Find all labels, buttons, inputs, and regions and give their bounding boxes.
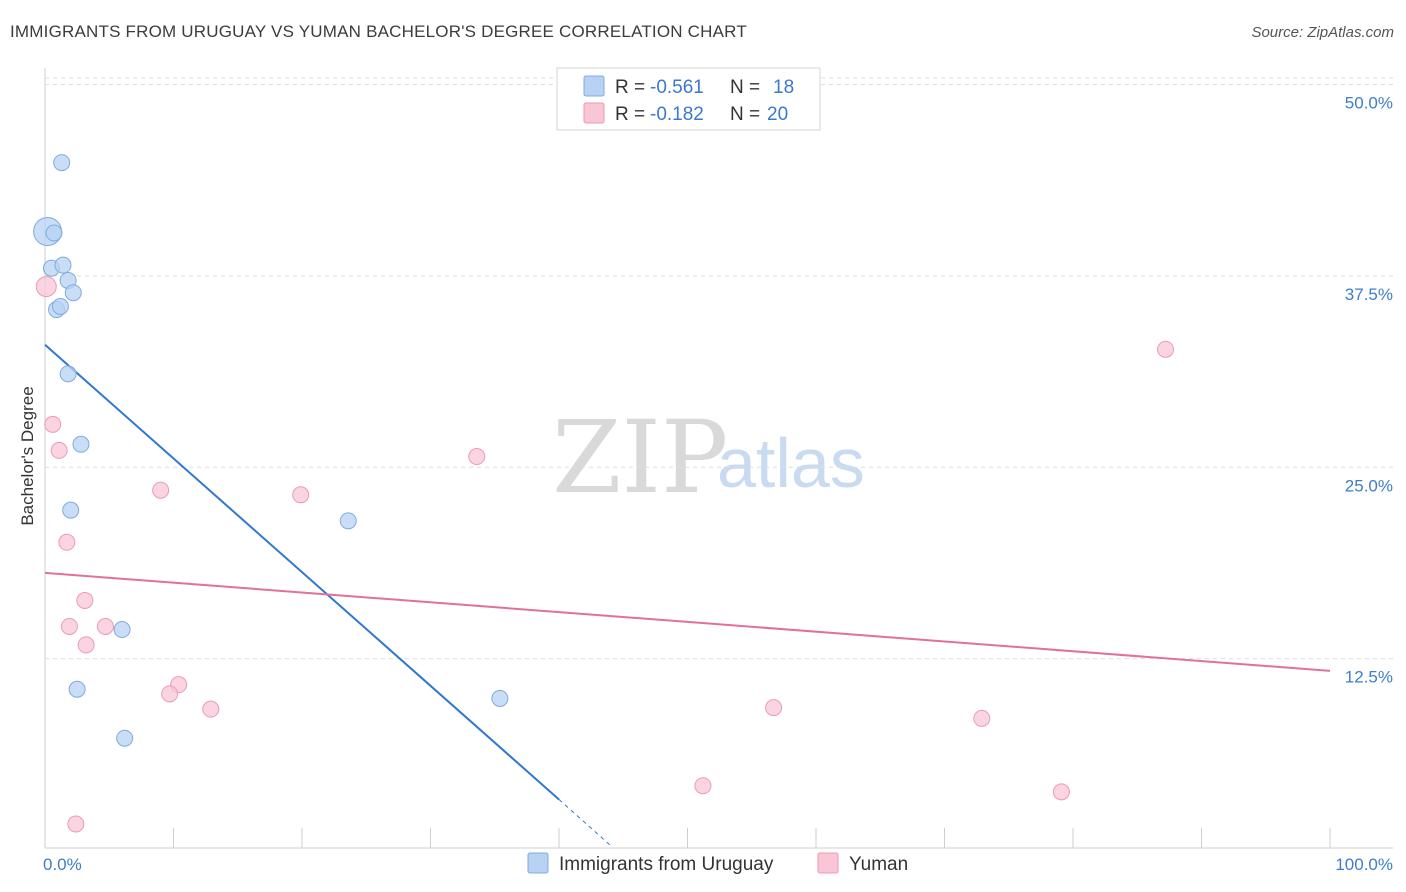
trend-layer — [44, 344, 1331, 846]
y-tick-label: 12.5% — [1345, 668, 1393, 687]
points-layer — [33, 154, 1175, 833]
point-yuman — [67, 815, 85, 833]
watermark-atlas: atlas — [717, 424, 865, 502]
y-tick-label: 37.5% — [1345, 285, 1393, 304]
point-uruguay — [53, 154, 71, 172]
point-yuman — [694, 777, 712, 795]
point-yuman — [765, 699, 783, 717]
point-yuman — [161, 685, 179, 703]
y-axis-label: Bachelor's Degree — [18, 386, 37, 525]
x-tick-label-max: 100.0% — [1335, 855, 1393, 874]
trend-line-uruguay — [44, 344, 560, 801]
grid-layer — [45, 77, 1393, 660]
point-uruguay — [339, 512, 357, 530]
point-uruguay — [59, 365, 77, 383]
bottom-legend-label-uruguay: Immigrants from Uruguay — [559, 854, 774, 875]
point-yuman — [58, 533, 76, 551]
point-uruguay — [68, 680, 86, 698]
axis-layer: 12.5% 25.0% 37.5% 50.0% — [44, 68, 1393, 849]
point-yuman — [60, 617, 78, 635]
point-yuman — [292, 486, 310, 504]
point-uruguay — [64, 284, 82, 302]
point-yuman — [1052, 783, 1070, 801]
point-yuman — [77, 636, 95, 654]
legend-swatch-uruguay — [583, 75, 605, 97]
legend-n-label-uruguay: N = — [730, 77, 760, 98]
point-yuman — [44, 415, 62, 433]
correlation-legend: R = -0.561 N = 18 R = -0.182 N = 20 — [556, 67, 821, 131]
point-uruguay — [116, 729, 134, 747]
bottom-legend-label-yuman: Yuman — [849, 854, 908, 875]
point-uruguay — [62, 501, 80, 519]
chart-source: Source: ZipAtlas.com — [1251, 24, 1394, 41]
legend-r-label-yuman: R = — [615, 104, 645, 125]
legend-r-label-uruguay: R = — [615, 77, 645, 98]
point-yuman — [152, 481, 170, 499]
legend-swatch-yuman — [583, 102, 605, 124]
x-tick-label-min: 0.0% — [43, 855, 82, 874]
point-yuman — [50, 441, 68, 459]
watermark-zip: ZIP — [552, 399, 728, 516]
point-yuman — [35, 276, 57, 298]
legend-r-value-uruguay: -0.561 — [650, 77, 704, 98]
point-uruguay — [491, 689, 509, 707]
y-tick-label: 25.0% — [1345, 476, 1393, 495]
point-uruguay — [45, 224, 63, 242]
point-yuman — [202, 700, 220, 718]
trend-line-uruguay-extension — [558, 799, 611, 846]
point-uruguay — [113, 621, 131, 639]
point-yuman — [468, 448, 486, 466]
point-yuman — [96, 617, 114, 635]
point-uruguay — [72, 435, 90, 453]
legend-r-value-yuman: -0.182 — [650, 104, 704, 125]
legend-n-value-uruguay: 18 — [773, 77, 794, 98]
point-uruguay — [54, 256, 72, 274]
series-legend: Immigrants from Uruguay Yuman — [527, 852, 908, 875]
bottom-legend-swatch-yuman — [817, 852, 839, 874]
point-yuman — [76, 591, 94, 609]
point-uruguay — [51, 297, 69, 315]
point-yuman — [1157, 340, 1175, 358]
trend-line-yuman — [44, 571, 1331, 672]
legend-n-value-yuman: 20 — [767, 104, 788, 125]
point-yuman — [973, 709, 991, 727]
chart-title: IMMIGRANTS FROM URUGUAY VS YUMAN BACHELO… — [10, 22, 747, 41]
bottom-legend-swatch-uruguay — [527, 852, 549, 874]
legend-n-label-yuman: N = — [730, 104, 760, 125]
y-tick-label: 50.0% — [1345, 94, 1393, 113]
